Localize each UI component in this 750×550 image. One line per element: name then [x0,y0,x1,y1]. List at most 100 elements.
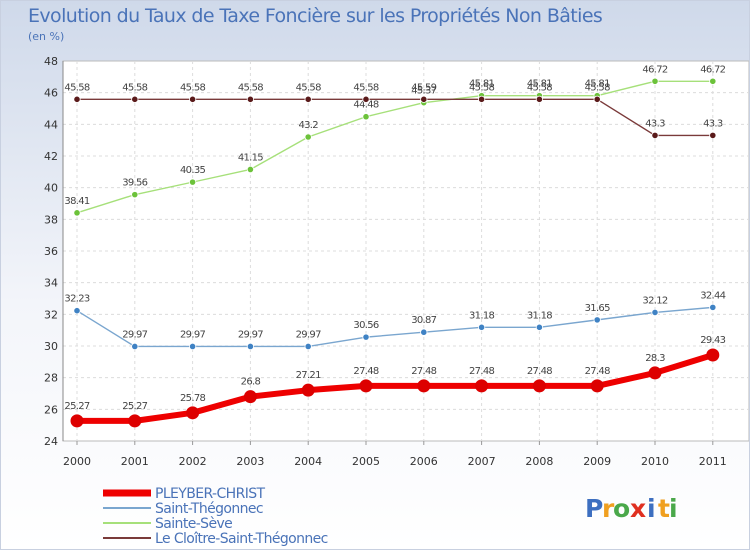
data-point [590,379,604,393]
y-tick-label: 40 [44,182,58,195]
data-label: 27.48 [527,366,552,377]
data-point [535,95,544,103]
x-tick-label: 2004 [294,455,322,468]
x-tick-label: 2011 [699,455,727,468]
data-label: 45.81 [527,79,552,90]
proxiti-logo: Pro x i t i [585,494,678,523]
data-point [131,95,139,103]
data-point [70,414,84,428]
y-tick-label: 32 [44,308,58,321]
y-tick-label: 26 [44,403,58,416]
data-point [304,95,312,103]
data-label: 28.3 [645,353,665,364]
y-axis-unit: (en %) [28,30,65,43]
y-tick-label: 42 [44,150,58,163]
legend-label: PLEYBER-CHRIST [155,486,266,502]
data-point [243,390,257,404]
data-point [593,95,601,103]
y-tick-label: 28 [44,372,58,385]
data-label: 32.23 [64,294,89,305]
series-3: 45.58 45.58 45.58 45.58 45.58 45.58 45.59 45.58… [64,82,724,140]
data-point [477,323,486,331]
y-tick-label: 34 [44,277,58,290]
data-point [651,77,659,85]
grid-lines [63,61,749,441]
logo-letter: r [602,494,615,523]
data-label: 46.72 [642,64,667,75]
series-0: 25.27 25.27 25.78 26.8 27.21 27.48 27.48 27.48 2… [64,335,726,428]
legend-label: Saint-Thégonnec [155,501,263,517]
x-tick-label: 2006 [410,455,438,468]
data-point [593,316,601,324]
data-point [73,209,81,217]
data-point [709,303,717,311]
data-point [304,342,312,351]
data-point [417,379,431,393]
x-tick-label: 2003 [236,455,264,468]
data-label: 32.12 [642,295,667,306]
y-tick-label: 30 [44,340,58,353]
data-point [246,165,254,174]
data-point [475,379,489,393]
legend: PLEYBER-CHRISTSaint-ThégonnecSainte-Sève… [103,486,328,547]
data-label: 46.72 [700,64,725,75]
data-label: 31.18 [527,310,552,321]
data-point [532,379,546,393]
data-label: 27.21 [296,370,321,381]
legend-label: Le Cloître-Saint-Thégonnec [155,531,328,547]
data-point [73,307,81,315]
data-point [420,95,428,103]
data-label: 25.27 [64,401,89,412]
y-tick-label: 36 [44,245,58,258]
logo-letter: o [613,494,630,523]
data-label: 43.2 [298,120,318,131]
x-tick-label: 2009 [583,455,611,468]
x-tick-label: 2008 [525,455,553,468]
series-line [76,80,713,214]
data-label: 29.43 [700,335,725,346]
y-tick-label: 44 [44,118,58,131]
data-point [359,379,373,393]
data-label: 29.97 [180,329,205,340]
data-point [651,308,659,317]
data-label: 29.97 [238,329,263,340]
data-label: 45.81 [469,79,494,90]
data-label: 31.65 [585,303,610,314]
y-tick-label: 48 [44,55,58,68]
data-point [189,342,197,351]
series-line [76,306,713,348]
y-tick-label: 46 [44,87,58,100]
data-label: 39.56 [122,178,147,189]
data-label: 27.48 [469,366,494,377]
data-label: 29.97 [122,329,147,340]
legend-label: Sainte-Sève [155,516,232,532]
data-point [477,95,486,103]
series-line [77,352,714,424]
data-point [420,328,428,336]
data-point [128,414,142,428]
data-label: 45.58 [180,82,205,93]
data-label: 40.35 [180,165,205,176]
data-point [709,77,717,85]
data-label: 30.87 [411,315,436,326]
y-axis: 24 26 28 30 32 34 36 38 40 42 44 46 48 [44,55,64,448]
data-label: 45.37 [411,86,436,97]
data-label: 43.3 [703,118,723,129]
data-label: 43.3 [645,118,665,129]
data-label: 27.48 [353,366,378,377]
data-point [186,406,200,420]
y-tick-label: 38 [44,213,58,226]
data-point [246,95,254,103]
data-label: 30.56 [353,320,378,331]
x-tick-label: 2010 [641,455,669,468]
data-point [709,131,717,140]
data-label: 27.48 [411,366,436,377]
logo-letter: x [630,494,646,523]
data-point [648,366,662,380]
data-point [304,133,312,141]
data-label: 41.15 [238,152,263,163]
logo-letter: P [585,494,603,523]
data-label: 32.44 [700,290,725,301]
